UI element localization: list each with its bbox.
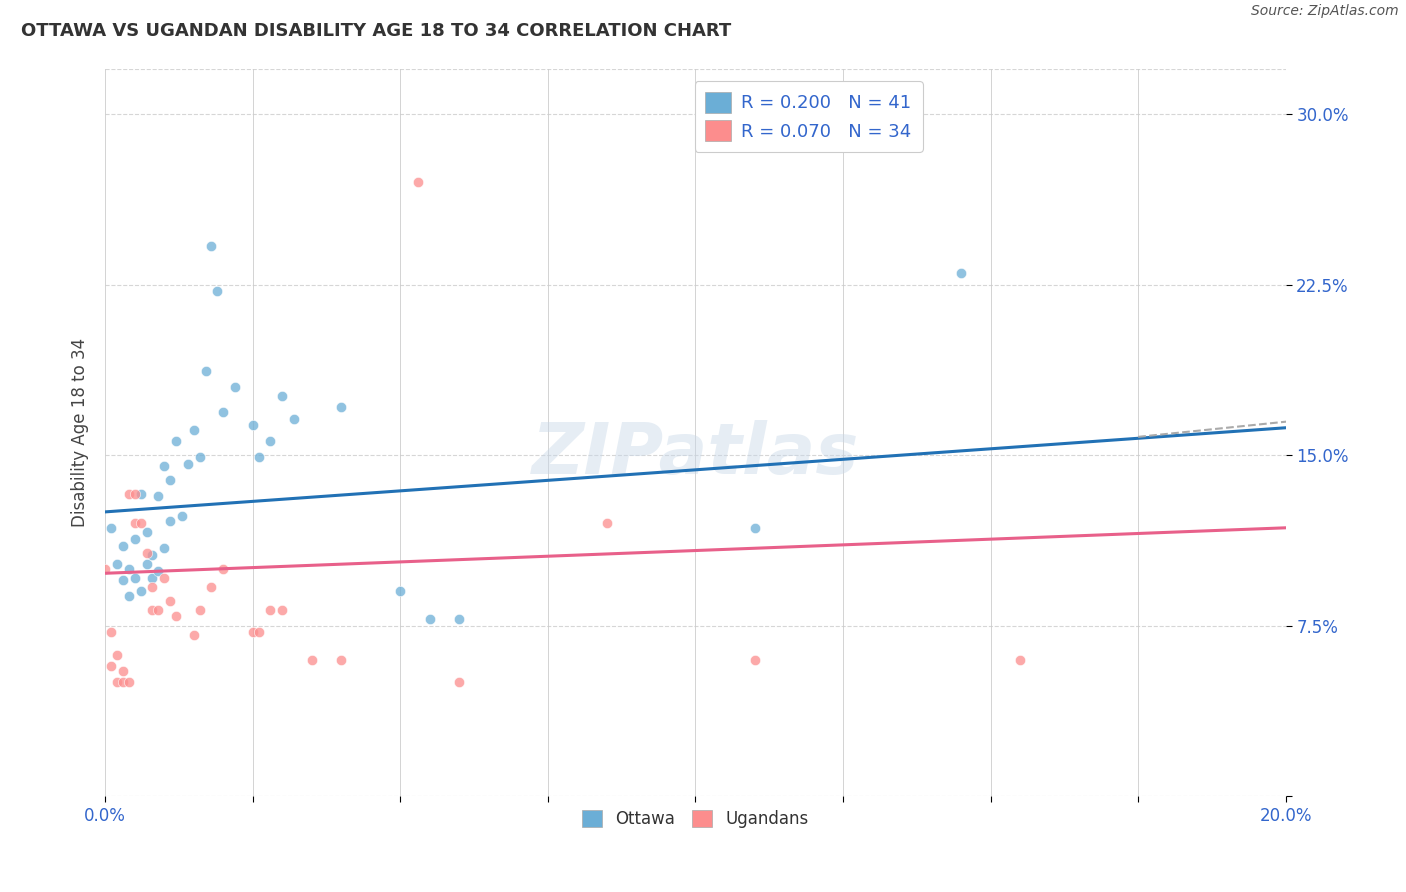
Point [183,423,205,437]
Point [153,571,176,585]
Point [159,514,181,528]
Point [118,675,141,690]
Point [129,516,152,531]
Text: ZIPatlas: ZIPatlas [531,419,859,489]
Point [449,675,471,690]
Point [148,602,170,616]
Point [124,532,146,546]
Point [259,602,281,616]
Point [111,664,134,678]
Point [389,584,412,599]
Point [744,521,766,535]
Point [596,516,619,531]
Point [194,364,217,378]
Y-axis label: Disability Age 18 to 34: Disability Age 18 to 34 [72,338,89,527]
Text: Source: ZipAtlas.com: Source: ZipAtlas.com [1251,4,1399,19]
Point [129,486,152,500]
Point [118,486,141,500]
Point [283,411,305,425]
Point [111,539,134,553]
Point [159,593,181,607]
Point [271,389,294,403]
Point [141,548,163,562]
Point [129,584,152,599]
Point [200,580,222,594]
Point [135,525,157,540]
Point [224,380,246,394]
Point [153,541,176,556]
Point [148,489,170,503]
Point [165,609,187,624]
Point [406,175,429,189]
Point [259,434,281,449]
Point [247,625,270,640]
Point [188,450,211,465]
Point [100,521,122,535]
Point [111,573,134,587]
Point [124,486,146,500]
Point [135,557,157,571]
Point [200,239,222,253]
Point [207,285,229,299]
Point [153,459,176,474]
Point [111,675,134,690]
Point [449,612,471,626]
Point [170,509,193,524]
Point [94,562,117,576]
Text: OTTAWA VS UGANDAN DISABILITY AGE 18 TO 34 CORRELATION CHART: OTTAWA VS UGANDAN DISABILITY AGE 18 TO 3… [21,22,731,40]
Point [141,571,163,585]
Point [212,405,235,419]
Point [188,602,211,616]
Point [124,516,146,531]
Point [118,589,141,603]
Point [105,557,128,571]
Point [141,602,163,616]
Point [135,546,157,560]
Legend: Ottawa, Ugandans: Ottawa, Ugandans [575,804,815,835]
Point [105,648,128,662]
Point [271,602,294,616]
Point [100,659,122,673]
Point [419,612,441,626]
Point [105,675,128,690]
Point [744,653,766,667]
Point [242,418,264,433]
Point [183,628,205,642]
Point [301,653,323,667]
Point [1010,653,1032,667]
Point [950,266,973,280]
Point [100,625,122,640]
Point [118,562,141,576]
Point [165,434,187,449]
Point [159,473,181,487]
Point [330,653,353,667]
Point [242,625,264,640]
Point [148,564,170,578]
Point [212,562,235,576]
Point [141,580,163,594]
Point [124,571,146,585]
Point [330,401,353,415]
Point [177,457,200,471]
Point [247,450,270,465]
